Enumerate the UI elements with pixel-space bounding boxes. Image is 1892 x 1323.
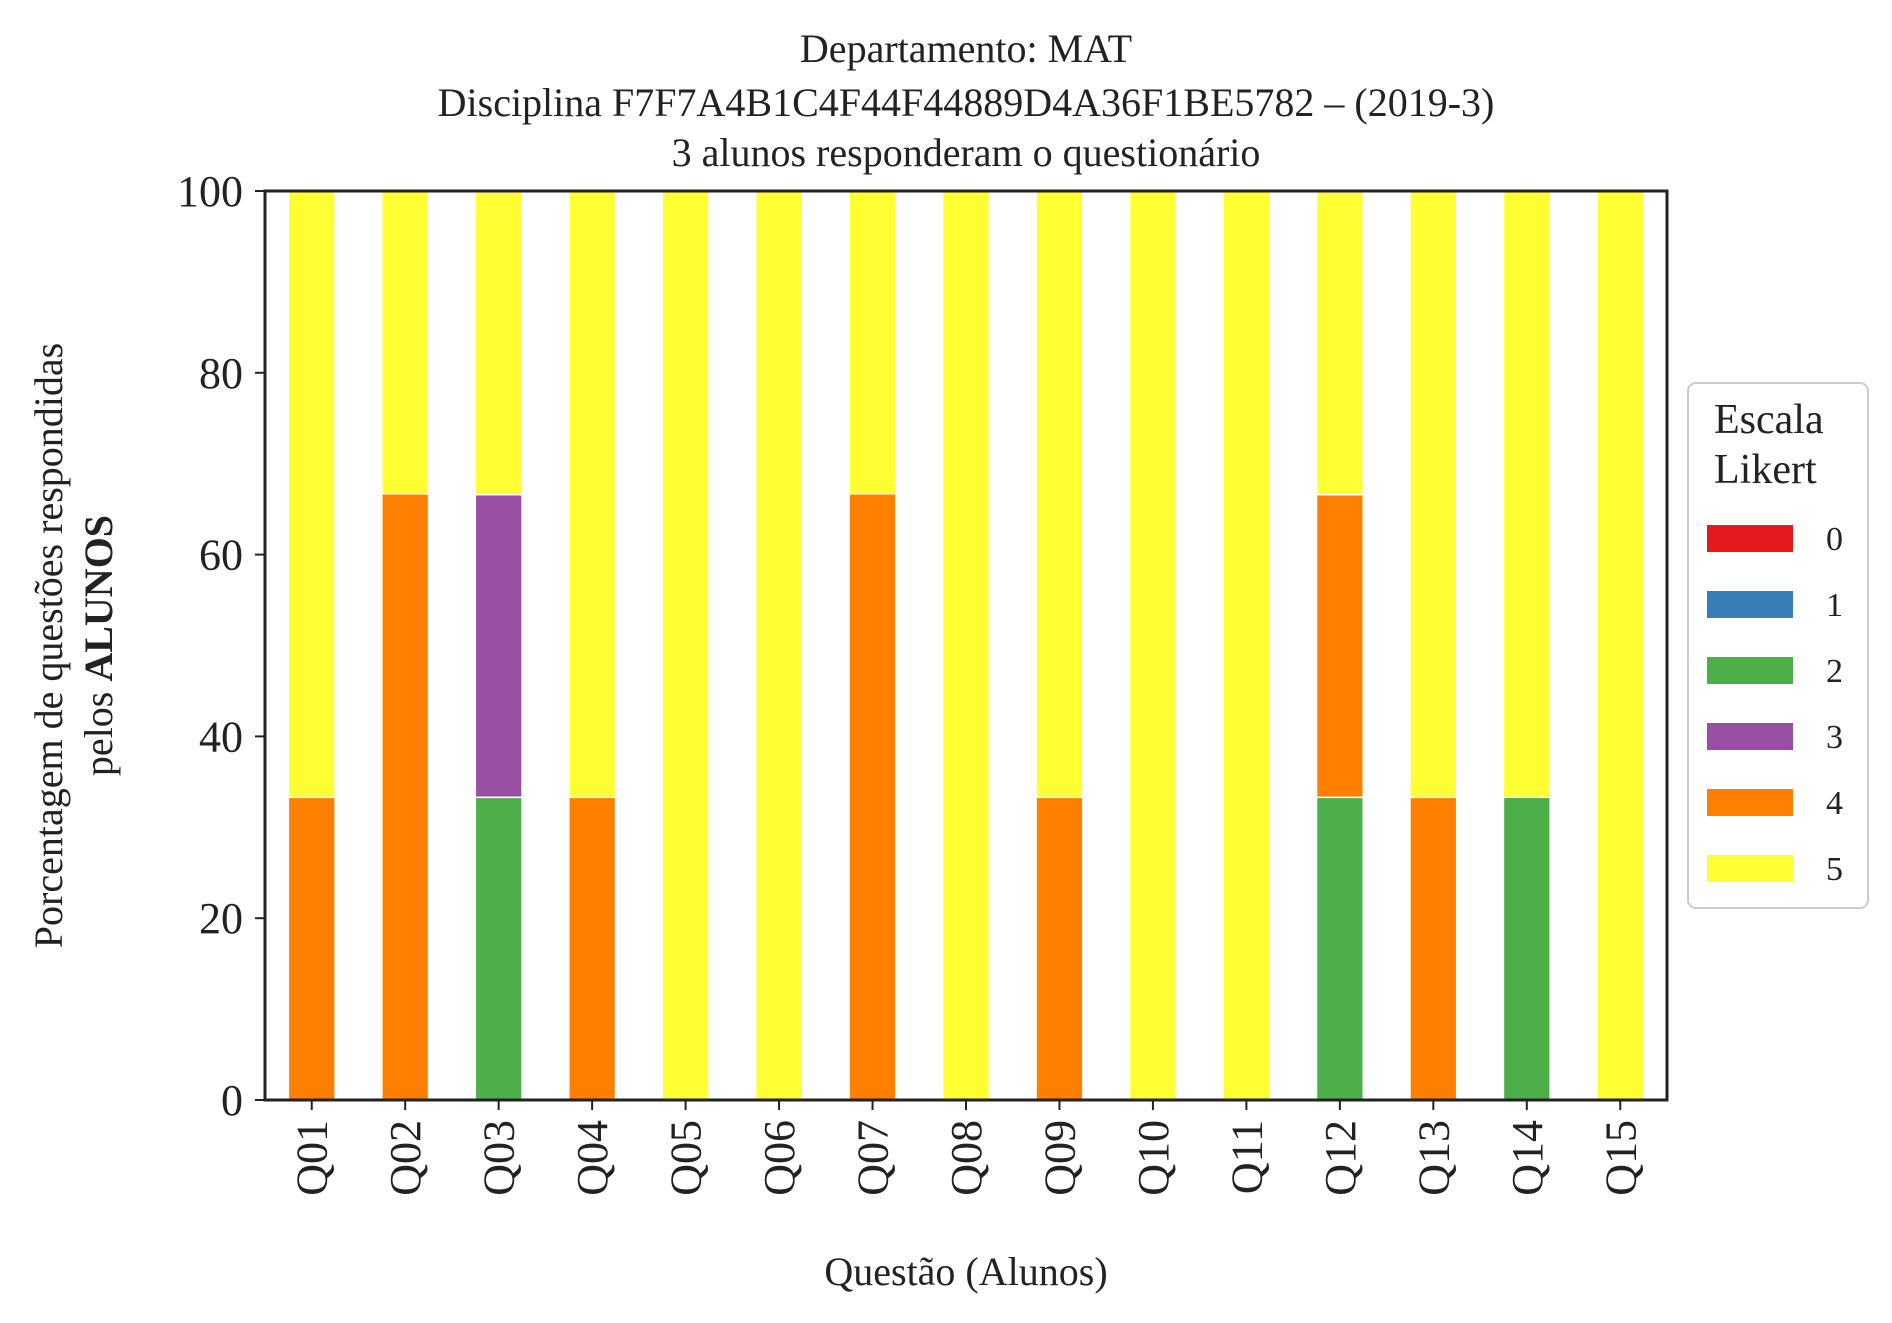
chart-title-line-1: Departamento: MAT (800, 26, 1132, 71)
y-axis-label-prefix: pelos (76, 682, 121, 776)
bar-q08-likert-5 (941, 190, 991, 1101)
x-tick-label: Q15 (1596, 1120, 1645, 1196)
bar-q02-likert-4 (381, 492, 430, 1101)
chart-title-line-3: 3 alunos responderam o questionário (672, 130, 1261, 175)
bars (287, 190, 1645, 1101)
bar-q03-likert-2 (474, 796, 523, 1101)
bar-q14-likert-2 (1502, 796, 1551, 1101)
legend-label-4: 4 (1826, 785, 1843, 822)
bar-q01-likert-5 (287, 190, 336, 799)
bar-q09-likert-5 (1035, 190, 1084, 799)
x-tick-label: Q01 (288, 1120, 337, 1196)
y-axis: 0 20 40 60 80 100 (177, 167, 265, 1125)
x-tick-label: Q14 (1503, 1120, 1552, 1196)
bar-q15-likert-5 (1596, 190, 1645, 1101)
y-tick-label: 0 (221, 1076, 243, 1125)
x-axis: Q01 Q02 Q03 Q04 Q05 Q06 Q07 Q08 Q09 Q10 Q11 Q12 Q13 Q… (288, 1100, 1645, 1196)
bar-q02-likert-5 (381, 190, 430, 495)
x-axis-label: Questão (Alunos) (824, 1249, 1107, 1294)
legend-label-3: 3 (1826, 719, 1843, 756)
x-tick-label: Q02 (381, 1120, 430, 1196)
bar-q10-likert-5 (1128, 190, 1178, 1101)
bar-q05-likert-5 (661, 190, 710, 1101)
legend-label-0: 0 (1826, 521, 1843, 558)
x-tick-label: Q13 (1409, 1120, 1458, 1196)
bar-q09-likert-4 (1035, 796, 1084, 1101)
legend-swatch-4 (1707, 789, 1793, 816)
legend-label-1: 1 (1826, 587, 1843, 624)
bar-q01-likert-4 (287, 796, 336, 1101)
y-axis-label-bold: ALUNOS (76, 515, 121, 682)
x-tick-label: Q11 (1222, 1120, 1271, 1194)
bar-q14-likert-5 (1502, 190, 1551, 799)
bar-q12-likert-2 (1315, 796, 1364, 1101)
x-tick-label: Q04 (568, 1120, 617, 1196)
x-tick-label: Q05 (662, 1120, 711, 1196)
legend-swatch-5 (1707, 855, 1793, 882)
bar-q12-likert-5 (1315, 191, 1364, 496)
x-tick-label: Q03 (475, 1120, 524, 1196)
x-tick-label: Q10 (1129, 1120, 1178, 1196)
bar-q04-likert-4 (568, 796, 617, 1101)
y-tick-label: 40 (199, 712, 243, 761)
y-tick-label: 20 (199, 894, 243, 943)
x-tick-label: Q06 (755, 1120, 804, 1196)
legend-swatch-2 (1707, 657, 1793, 684)
bar-q03-likert-5 (474, 191, 523, 496)
bar-q04-likert-5 (568, 190, 617, 799)
legend-label-2: 2 (1826, 653, 1843, 690)
y-axis-label: Porcentagem de questões respondidas pelos… (26, 343, 121, 948)
legend-swatch-0 (1707, 525, 1793, 552)
legend-swatch-1 (1707, 591, 1793, 618)
bar-q13-likert-5 (1409, 190, 1458, 799)
bar-q06-likert-5 (754, 190, 804, 1101)
bar-q07-likert-4 (848, 492, 897, 1101)
y-tick-label: 60 (199, 531, 243, 580)
y-axis-label-line-2: pelos ALUNOS (76, 515, 121, 776)
legend-label-5: 5 (1826, 851, 1843, 888)
bar-q13-likert-4 (1409, 796, 1458, 1101)
legend-title-line-2: Likert (1714, 447, 1817, 493)
bar-q03-likert-3 (474, 493, 523, 799)
chart-title: Departamento: MAT Disciplina F7F7A4B1C4F4… (438, 26, 1495, 175)
y-tick-label: 100 (177, 167, 243, 216)
legend-frame (1687, 382, 1869, 909)
legend-title-line-1: Escala (1714, 397, 1824, 443)
x-tick-label: Q08 (942, 1120, 991, 1196)
y-axis-label-line-1: Porcentagem de questões respondidas (26, 343, 71, 948)
legend-swatch-3 (1707, 723, 1793, 750)
bar-q11-likert-5 (1222, 190, 1271, 1101)
x-tick-label: Q07 (849, 1120, 898, 1196)
x-tick-label: Q12 (1316, 1120, 1365, 1196)
bar-q12-likert-4 (1315, 493, 1364, 799)
x-tick-label: Q09 (1035, 1120, 1084, 1196)
chart-title-line-2: Disciplina F7F7A4B1C4F44F44889D4A36F1BE5… (438, 80, 1495, 125)
bar-q07-likert-5 (848, 190, 897, 495)
y-tick-label: 80 (199, 349, 243, 398)
